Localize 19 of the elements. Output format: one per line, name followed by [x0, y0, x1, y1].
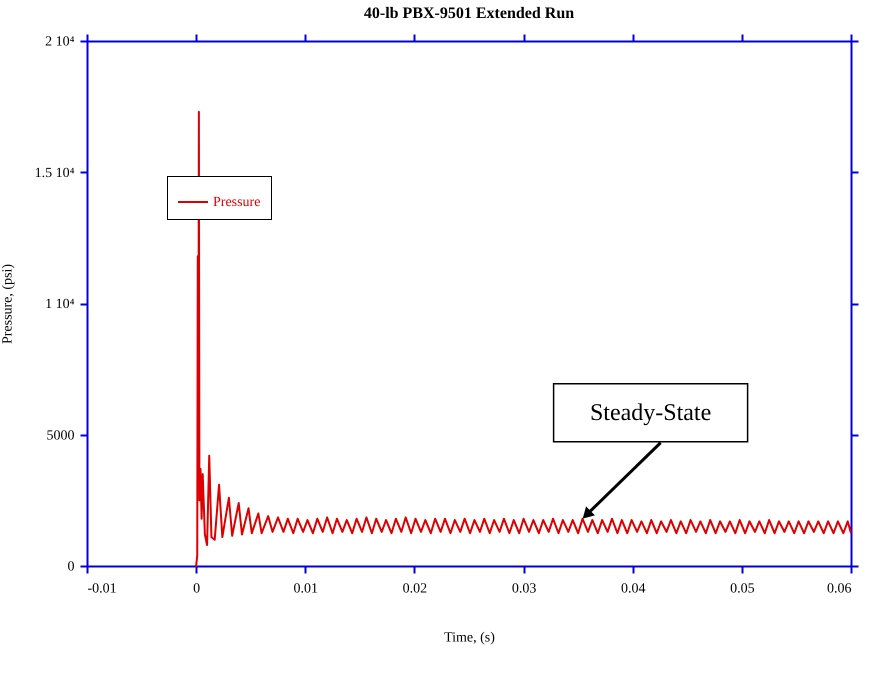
y-tick-label: 0	[68, 560, 74, 574]
chart-title: 40-lb PBX-9501 Extended Run	[364, 5, 574, 22]
y-tick-label: 1 10⁴	[45, 297, 75, 312]
x-tick-label: 0.06	[827, 582, 852, 596]
x-tick-label: 0.01	[294, 582, 318, 596]
x-tick-label: 0.05	[730, 582, 755, 596]
x-tick-label: 0.02	[402, 582, 428, 596]
x-axis-title: Time, (s)	[444, 630, 496, 646]
x-tick-label: 0.04	[620, 582, 646, 596]
legend-label: Pressure	[213, 195, 260, 210]
x-tick-label: -0.01	[88, 582, 117, 596]
y-tick-label: 1.5 10⁴	[34, 166, 75, 181]
annotation: Steady-State	[590, 400, 712, 426]
y-axis-title: Pressure, (psi)	[0, 264, 16, 344]
y-tick-label: 5000	[46, 428, 74, 444]
x-tick-label: 0.03	[512, 582, 536, 596]
x-tick-label: 0	[193, 582, 200, 596]
line-series	[194, 110, 852, 567]
y-tick-label: 2 10⁴	[45, 34, 75, 50]
